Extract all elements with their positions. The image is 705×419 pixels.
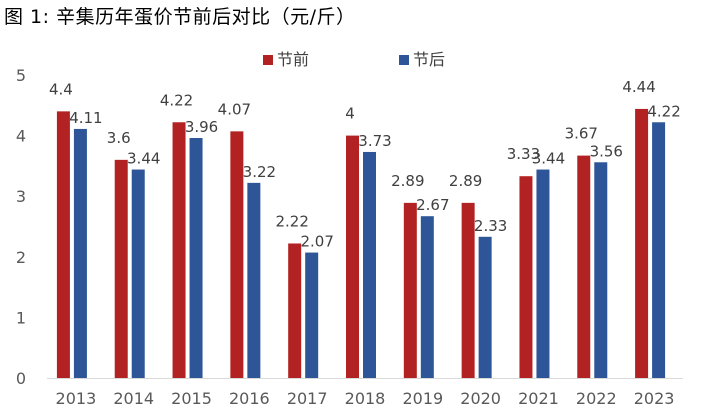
- data-label: 4.44: [622, 78, 655, 96]
- bar-before-festival: [56, 111, 70, 379]
- chart-title: 图 1: 辛集历年蛋价节前后对比（元/斤）: [4, 6, 356, 28]
- data-label: 2.07: [300, 233, 333, 251]
- y-tick-label: 0: [16, 369, 26, 388]
- y-tick-label: 1: [16, 308, 26, 327]
- bar-after-festival: [478, 236, 492, 378]
- y-axis-ticks: 0 1 2 3 4 5: [16, 66, 26, 388]
- y-tick-label: 5: [16, 66, 26, 85]
- data-label: 2.89: [391, 172, 424, 190]
- legend: 节前 节后: [263, 50, 445, 69]
- bar-after-festival: [652, 122, 666, 378]
- x-tick-label: 2013: [56, 389, 97, 408]
- data-label: 2.89: [449, 172, 482, 190]
- x-tick-label: 2015: [171, 389, 212, 408]
- data-label: 3.22: [243, 163, 276, 181]
- x-tick-label: 2023: [634, 389, 675, 408]
- legend-label: 节后: [413, 50, 445, 69]
- bar-before-festival: [635, 108, 649, 378]
- data-label: 4.07: [218, 100, 251, 118]
- y-tick-label: 2: [16, 248, 26, 267]
- bar-after-festival: [594, 162, 608, 378]
- bar-series: [56, 108, 666, 379]
- bar-after-festival: [73, 128, 87, 378]
- bar-after-festival: [536, 169, 550, 378]
- bar-before-festival: [403, 202, 417, 378]
- bar-before-festival: [461, 202, 475, 378]
- data-label: 3.73: [358, 132, 391, 150]
- x-tick-label: 2019: [402, 389, 443, 408]
- x-tick-label: 2020: [460, 389, 501, 408]
- x-tick-label: 2017: [287, 389, 328, 408]
- data-label: 4: [345, 105, 355, 123]
- x-tick-label: 2022: [576, 389, 617, 408]
- data-label: 3.96: [185, 118, 218, 136]
- data-label: 3.44: [532, 150, 565, 168]
- data-label: 3.6: [107, 129, 131, 147]
- data-label: 4.22: [160, 91, 193, 109]
- data-label: 2.67: [416, 196, 449, 214]
- x-tick-label: 2014: [113, 389, 154, 408]
- y-tick-label: 3: [16, 187, 26, 206]
- legend-label: 节前: [277, 50, 309, 69]
- x-tick-label: 2016: [229, 389, 270, 408]
- bar-after-festival: [247, 182, 261, 378]
- bar-after-festival: [189, 138, 203, 378]
- legend-swatch: [399, 55, 409, 65]
- bar-after-festival: [131, 169, 145, 378]
- bar-before-festival: [114, 159, 128, 378]
- bar-before-festival: [230, 131, 244, 378]
- data-label: 2.33: [474, 217, 507, 235]
- x-axis-ticks: 2013 2014 2015 2016 2017 2018 2019 2020 2021 2022…: [56, 389, 675, 408]
- y-tick-label: 4: [16, 127, 26, 146]
- bar-after-festival: [363, 151, 376, 378]
- bar-before-festival: [172, 122, 186, 378]
- data-label: 4.11: [69, 109, 102, 127]
- bar-after-festival: [305, 252, 319, 378]
- bar-before-festival: [519, 176, 533, 378]
- data-labels: 4.44.113.63.444.223.964.073.222.222.0743…: [49, 78, 681, 251]
- bar-before-festival: [288, 243, 302, 378]
- x-tick-label: 2018: [345, 389, 386, 408]
- bar-before-festival: [346, 135, 359, 378]
- x-tick-label: 2021: [518, 389, 559, 408]
- data-label: 3.44: [127, 150, 160, 168]
- data-label: 4.4: [49, 80, 73, 98]
- data-label: 3.67: [565, 125, 598, 143]
- bar-before-festival: [577, 155, 591, 378]
- data-label: 2.22: [275, 212, 308, 230]
- legend-swatch: [263, 55, 273, 65]
- data-label: 3.56: [590, 142, 623, 160]
- data-label: 4.22: [647, 102, 680, 120]
- bar-after-festival: [420, 216, 434, 378]
- data-label: 3.33: [507, 145, 540, 163]
